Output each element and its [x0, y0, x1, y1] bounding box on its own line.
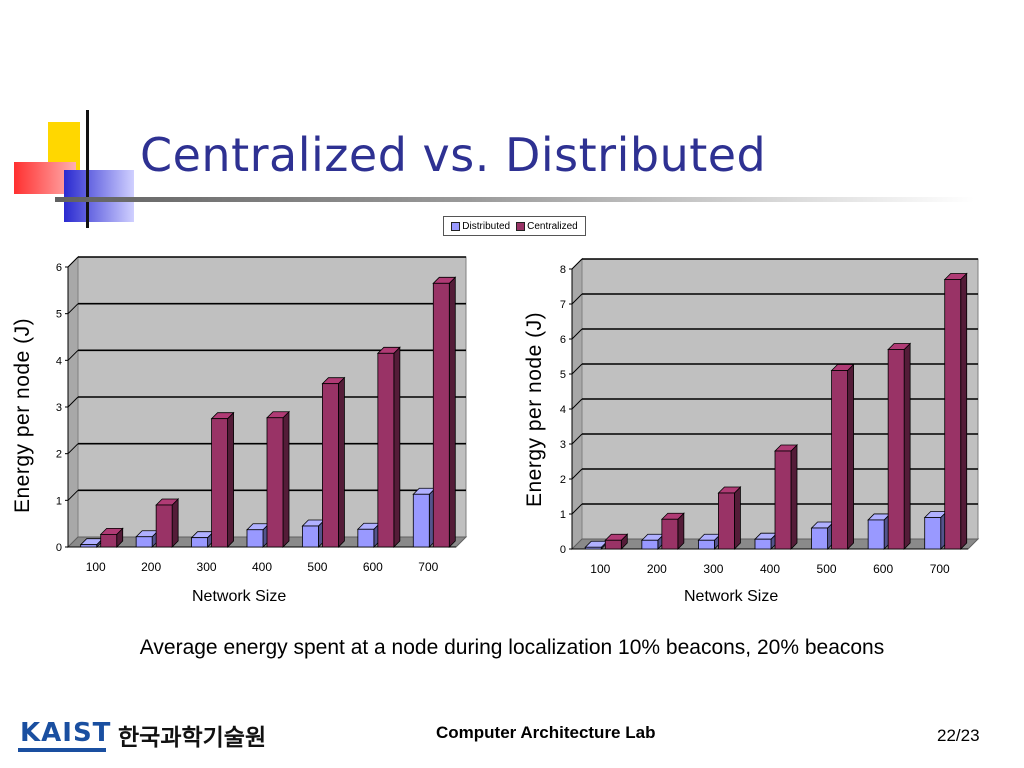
title-accent-vertical-line: [86, 110, 89, 228]
legend-label-centralized: Centralized: [527, 220, 578, 232]
bar-centralized-400: [774, 444, 798, 550]
y-tick-label: 3: [560, 439, 566, 451]
x-tick-label: 400: [252, 560, 272, 574]
y-tick-label: 0: [560, 544, 566, 556]
gridline-side: [67, 396, 79, 408]
bar-distributed-400: [754, 532, 778, 550]
gridline-side: [67, 349, 79, 361]
korean-institute-name: 한국과학기술원: [118, 725, 267, 751]
x-tick-label: 300: [703, 562, 723, 576]
chart1-x-axis-label: Network Size: [192, 588, 287, 605]
gridline-side: [67, 443, 79, 455]
bar-distributed-200: [135, 529, 160, 548]
bar-distributed-600: [867, 512, 892, 550]
x-tick-label: 500: [817, 562, 837, 576]
bar-centralized-100: [99, 527, 124, 548]
legend-swatch-distributed: [451, 221, 461, 231]
gridline-side: [571, 503, 583, 515]
gridline-side: [571, 258, 583, 270]
chart2-x-axis-label: Network Size: [684, 588, 779, 605]
x-tick-label: 200: [141, 560, 161, 574]
y-tick-label: 4: [56, 355, 62, 367]
bar-distributed-700: [923, 510, 948, 550]
x-tick-label: 200: [647, 562, 667, 576]
y-tick-label: 1: [560, 509, 566, 521]
gridline-side: [571, 398, 583, 410]
gridline-side: [67, 256, 79, 268]
y-tick-label: 0: [56, 542, 62, 554]
title-accent-blue-square: [64, 170, 134, 222]
legend-item-centralized: Centralized: [516, 221, 578, 232]
x-tick-label: 600: [873, 562, 893, 576]
y-tick-label: 3: [56, 402, 62, 414]
y-tick-label: 6: [56, 262, 62, 274]
chart-20pct-beacons: 0 1 2 3 4 5 6 7 8 100 200 300 400 500 600 700: [560, 257, 980, 576]
y-tick-label: 2: [560, 474, 566, 486]
chart2-y-axis-label: Energy per node (J): [523, 311, 546, 507]
gridline-side: [67, 303, 79, 315]
gridline-side: [571, 468, 583, 480]
slide-caption: Average energy spent at a node during lo…: [139, 636, 885, 659]
bar-distributed-600: [356, 522, 381, 548]
bar-centralized-500: [830, 363, 855, 550]
kaist-logo: KAIST: [20, 718, 112, 748]
bar-distributed-700: [412, 487, 437, 548]
bar-centralized-100: [604, 533, 629, 550]
title-underline: [55, 197, 975, 202]
slide-title: Centralized vs. Distributed: [140, 128, 767, 182]
x-tick-label: 700: [418, 560, 438, 574]
bar-centralized-700: [432, 276, 457, 548]
y-tick-label: 5: [56, 309, 62, 321]
x-tick-label: 100: [86, 560, 106, 574]
legend-swatch-centralized: [516, 221, 526, 231]
chart1-y-axis-label: Energy per node (J): [11, 317, 34, 513]
gridline-side: [67, 489, 79, 501]
bar-centralized-600: [376, 346, 401, 548]
bar-centralized-700: [943, 272, 968, 550]
x-tick-label: 400: [760, 562, 780, 576]
y-tick-label: 8: [560, 264, 566, 276]
bar-distributed-300: [697, 533, 722, 550]
y-tick-label: 2: [56, 449, 62, 461]
bar-centralized-600: [887, 342, 912, 550]
bar-centralized-400: [266, 410, 290, 548]
legend-label-distributed: Distributed: [462, 220, 511, 232]
footer-lab-name: Computer Architecture Lab: [436, 723, 656, 742]
gridline-side: [571, 363, 583, 375]
x-tick-label: 100: [590, 562, 610, 576]
gridline-side: [571, 433, 583, 445]
x-tick-label: 600: [363, 560, 383, 574]
bar-distributed-500: [301, 519, 326, 548]
bar-distributed-200: [640, 533, 665, 550]
y-tick-label: 1: [56, 495, 62, 507]
bar-centralized-200: [155, 498, 180, 548]
gridline-side: [571, 328, 583, 340]
bar-centralized-500: [321, 376, 346, 548]
bar-centralized-300: [210, 411, 235, 548]
y-tick-label: 5: [560, 369, 566, 381]
gridline-side: [571, 293, 583, 305]
y-tick-label: 7: [560, 299, 566, 311]
chart-legend: Distributed Centralized: [443, 216, 586, 236]
y-tick-label: 6: [560, 334, 566, 346]
x-tick-label: 700: [930, 562, 950, 576]
bar-centralized-300: [717, 486, 742, 550]
y-tick-label: 4: [560, 404, 566, 416]
bar-distributed-500: [810, 521, 835, 550]
page-number: 22/23: [937, 726, 980, 745]
kaist-logo-underline: [18, 748, 106, 752]
x-tick-label: 500: [307, 560, 327, 574]
bar-centralized-200: [660, 512, 685, 550]
chart-10pct-beacons: 0 1 2 3 4 5 6 100 200 300 400 500 600 700: [56, 255, 468, 574]
bar-distributed-300: [190, 530, 215, 548]
bar-distributed-400: [246, 522, 270, 548]
legend-item-distributed: Distributed: [451, 221, 510, 232]
x-tick-label: 300: [197, 560, 217, 574]
